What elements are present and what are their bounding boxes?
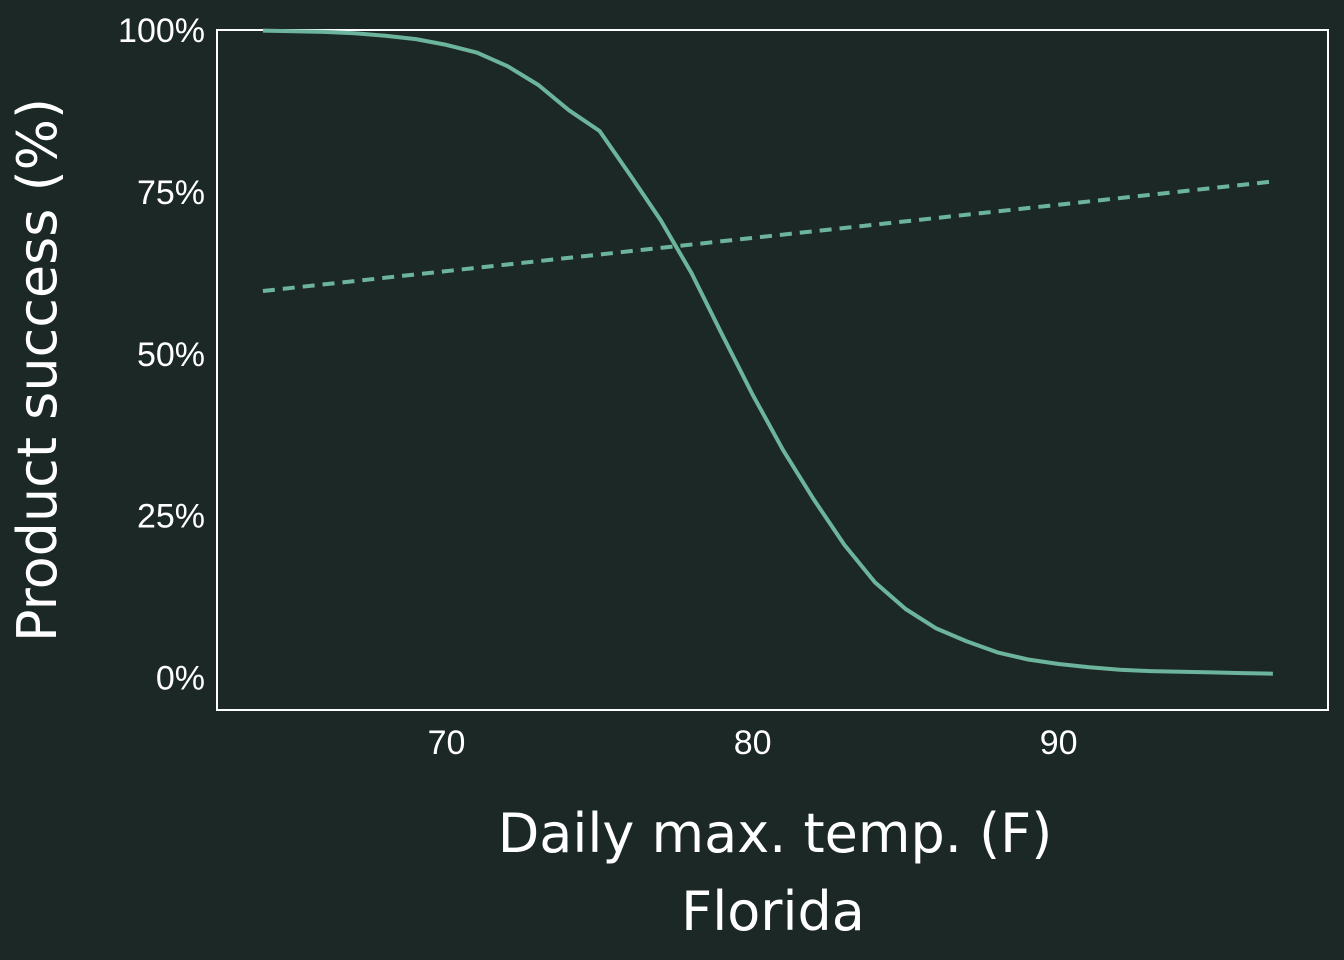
- x-axis-title: Daily max. temp. (F): [498, 802, 1053, 865]
- y-tick-label: 0%: [156, 660, 205, 698]
- y-axis-title: Product success (%): [6, 98, 69, 642]
- y-tick-label: 25%: [137, 498, 205, 536]
- x-tick-label: 80: [734, 724, 772, 762]
- y-tick-label: 100%: [118, 12, 205, 50]
- plot-frame: [216, 29, 1329, 711]
- y-tick-label: 50%: [137, 336, 205, 374]
- solid-series-line: [262, 28, 1273, 676]
- x-tick-label: 70: [428, 724, 466, 762]
- x-tick-labels: 70 80 90: [428, 724, 1078, 762]
- y-tick-label: 75%: [137, 174, 205, 212]
- series-layer: [262, 28, 1274, 676]
- x-tick-label: 90: [1040, 724, 1078, 762]
- chart-subtitle: Florida: [681, 880, 865, 943]
- y-tick-labels: 0% 25% 50% 75% 100%: [118, 12, 205, 698]
- dashed-series-line: [262, 179, 1274, 293]
